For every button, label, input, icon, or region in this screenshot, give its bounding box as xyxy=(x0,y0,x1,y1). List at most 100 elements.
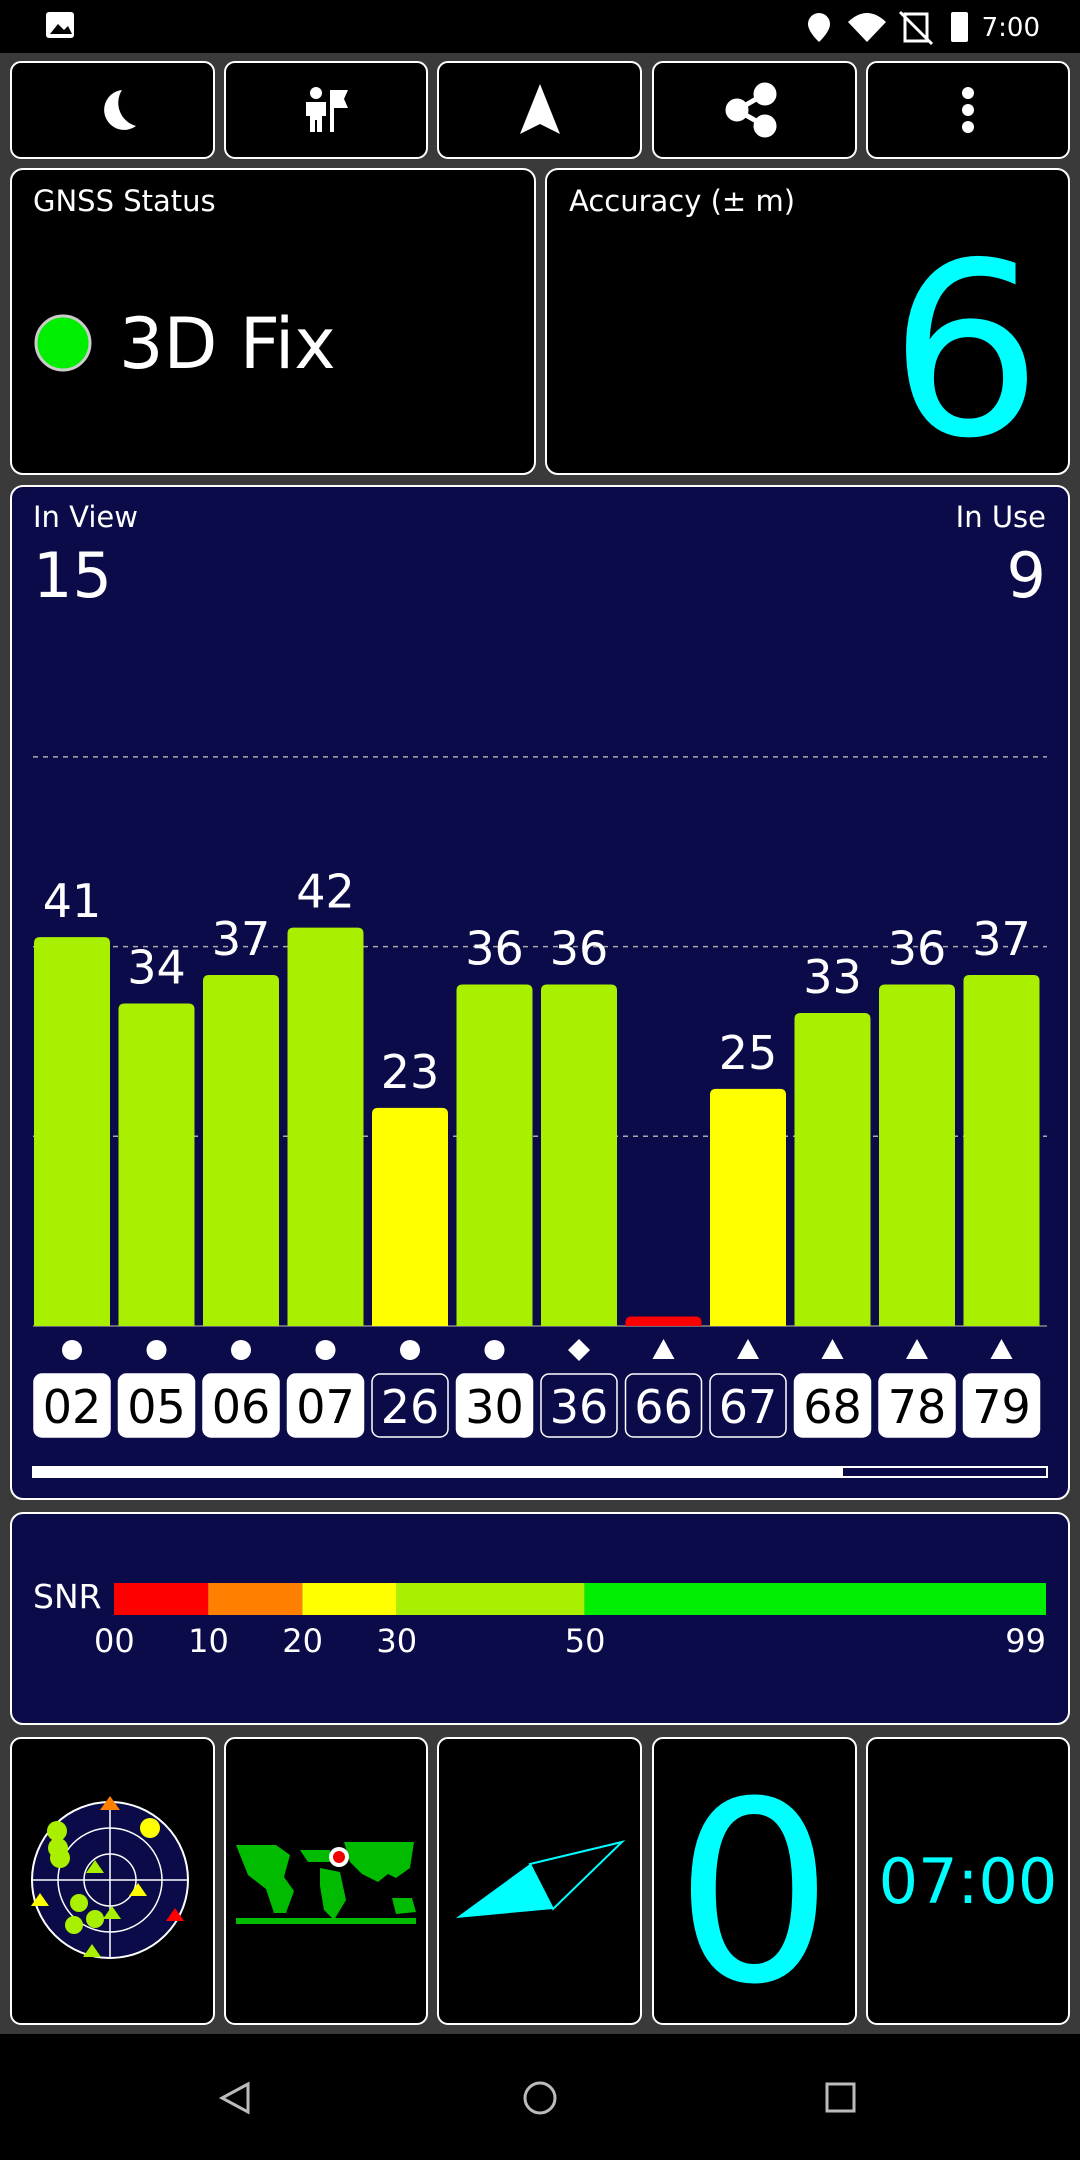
snr-segment xyxy=(114,1583,209,1615)
constellation-symbol xyxy=(231,1340,251,1360)
poi-icon-body xyxy=(306,90,348,132)
constellation-symbol xyxy=(652,1339,675,1359)
satellite-id-box xyxy=(455,1373,534,1438)
battery-icon xyxy=(951,12,968,42)
sky-plot xyxy=(31,1796,189,1959)
satellite-id-box xyxy=(202,1373,280,1438)
back-button[interactable] xyxy=(218,2081,250,2115)
constellation-symbol xyxy=(62,1340,82,1360)
constellation-symbol xyxy=(821,1339,844,1359)
sim-slash xyxy=(898,10,934,46)
signal-value: 36 xyxy=(888,922,947,976)
gallery-icon xyxy=(46,12,74,38)
snr-tick-label: 99 xyxy=(1005,1622,1046,1660)
satellite-id-box xyxy=(371,1373,449,1438)
satellite-id-box xyxy=(709,1373,787,1438)
snr-tick-label: 10 xyxy=(188,1622,229,1660)
signal-value: 36 xyxy=(465,922,524,976)
snr-label: SNR xyxy=(33,1577,102,1616)
satellite-id: 79 xyxy=(972,1380,1031,1434)
navigate-icon xyxy=(520,84,560,134)
constellation-symbol xyxy=(990,1339,1013,1359)
satellite-id: 36 xyxy=(550,1380,609,1434)
constellation-symbol xyxy=(400,1340,420,1360)
snr-segment xyxy=(208,1583,303,1615)
fix-indicator xyxy=(34,314,92,372)
menu-icon xyxy=(962,87,974,133)
accuracy-panel xyxy=(545,168,1070,475)
signal-value: 42 xyxy=(296,865,355,919)
accuracy-value: 6 xyxy=(889,211,1042,491)
speed-tile[interactable] xyxy=(652,1737,857,2025)
clock-value: 07:00 xyxy=(879,1845,1058,1918)
signal-bar xyxy=(203,975,279,1326)
map-position-dot xyxy=(333,1851,345,1863)
signal-bar xyxy=(287,927,364,1326)
satellite-id: 30 xyxy=(465,1380,524,1434)
signal-value: 37 xyxy=(212,912,271,966)
snr-tick-label: 00 xyxy=(94,1622,135,1660)
signal-value: 36 xyxy=(550,922,609,976)
home-button[interactable] xyxy=(523,2081,557,2115)
satellite-id: 06 xyxy=(212,1380,271,1434)
signal-bar xyxy=(794,1012,871,1326)
constellation-symbol xyxy=(737,1339,759,1359)
signal-value: 23 xyxy=(381,1045,440,1099)
snr-segment xyxy=(396,1583,585,1615)
gnss-label: GNSS Status xyxy=(33,184,216,218)
satellite-id-box xyxy=(878,1373,956,1438)
wifi-icon xyxy=(848,13,886,42)
signal-bar xyxy=(625,1316,702,1326)
satellite-id: 67 xyxy=(719,1380,778,1434)
signal-value: 34 xyxy=(127,940,186,994)
in-use-label: In Use xyxy=(956,500,1046,534)
recents-button[interactable] xyxy=(825,2082,856,2113)
snr-legend: 00 10 20 30 50 99 xyxy=(94,1583,1046,1660)
in-view-label: In View xyxy=(33,500,138,534)
satellite-id: 66 xyxy=(634,1380,693,1434)
nav-bar xyxy=(0,2034,1080,2160)
snr-tick-label: 20 xyxy=(282,1622,323,1660)
clock-tile[interactable] xyxy=(866,1737,1070,2025)
gnss-status: 3D Fix xyxy=(119,303,336,385)
world-map xyxy=(236,1842,416,1924)
signal-value: 33 xyxy=(803,950,862,1004)
status-time: 7:00 xyxy=(982,13,1040,43)
signal-bar xyxy=(456,984,533,1326)
signal-bar xyxy=(34,937,110,1326)
satellite-id-box xyxy=(286,1373,365,1438)
in-view-value: 15 xyxy=(33,539,112,612)
signal-bar xyxy=(963,975,1040,1326)
signal-bar xyxy=(710,1088,786,1326)
share-button[interactable] xyxy=(652,61,857,159)
signal-bar xyxy=(118,1003,195,1326)
moon-icon xyxy=(104,90,136,130)
accuracy-label: Accuracy (± m) xyxy=(569,184,795,218)
satellite-id-box xyxy=(793,1373,872,1438)
signal-bar xyxy=(372,1107,448,1326)
satellite-id-box xyxy=(540,1373,618,1438)
signal-value: 41 xyxy=(43,874,102,928)
scroll-thumb xyxy=(33,1467,843,1477)
signal-value: 37 xyxy=(972,912,1031,966)
constellation-symbol xyxy=(484,1340,505,1360)
gnss-panel xyxy=(10,168,536,475)
in-use-value: 9 xyxy=(1007,539,1046,612)
snr-tick-label: 50 xyxy=(565,1622,606,1660)
signal-value: 25 xyxy=(719,1026,778,1080)
status-bar xyxy=(0,0,1080,53)
satellite-id: 26 xyxy=(381,1380,440,1434)
constellation-symbol xyxy=(568,1339,590,1361)
signal-chart: 41 02 34 05 37 06 42 07 23 26 36 30 36 36 66 25 67 33 68 36… xyxy=(33,756,1047,1438)
snr-legend-panel xyxy=(10,1512,1070,1725)
satellite-id-box xyxy=(962,1373,1041,1438)
snr-segment xyxy=(302,1583,397,1615)
constellation-symbol xyxy=(315,1340,336,1360)
poi-icon-head xyxy=(310,87,322,99)
location-icon xyxy=(808,13,830,42)
constellation-symbol xyxy=(906,1339,928,1359)
satellite-id: 02 xyxy=(43,1380,102,1434)
snr-segment xyxy=(584,1583,1046,1615)
sim-icon xyxy=(903,12,929,43)
